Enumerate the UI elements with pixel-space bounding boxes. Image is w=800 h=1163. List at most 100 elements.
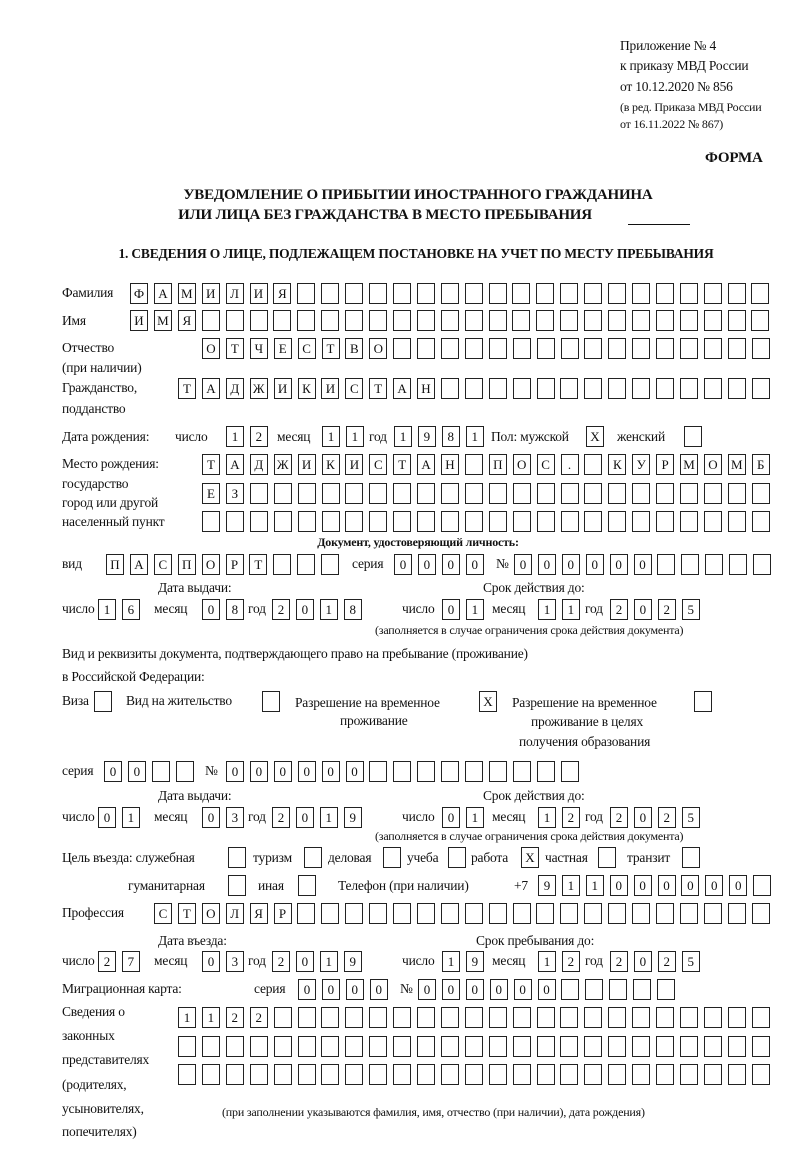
char-cell[interactable] (225, 309, 244, 331)
char-cell[interactable] (536, 1063, 555, 1085)
char-cell[interactable] (703, 337, 722, 359)
char-cell[interactable]: А (225, 453, 244, 475)
char-cell[interactable]: 0 (202, 806, 220, 828)
char-cell[interactable] (656, 482, 675, 504)
char-cell[interactable] (560, 482, 579, 504)
char-cell[interactable]: 1 (465, 425, 484, 447)
char-cell[interactable]: Н (441, 453, 459, 475)
char-cell[interactable] (249, 1063, 268, 1085)
char-cell[interactable] (705, 553, 724, 575)
char-cell[interactable]: А (393, 377, 412, 399)
char-cell[interactable] (393, 760, 412, 782)
char-cell[interactable] (536, 510, 555, 532)
char-cell[interactable] (464, 337, 483, 359)
char-cell[interactable]: О (201, 902, 220, 924)
char-cell[interactable]: 2 (657, 950, 676, 972)
char-cell[interactable] (273, 1035, 292, 1057)
checkbox[interactable] (598, 846, 616, 868)
char-cell[interactable] (201, 1035, 220, 1057)
char-cell[interactable] (417, 760, 436, 782)
char-cell[interactable] (512, 760, 531, 782)
char-cell[interactable] (202, 510, 220, 532)
char-cell[interactable] (608, 1006, 627, 1028)
char-cell[interactable]: 2 (225, 1006, 244, 1028)
char-cell[interactable]: П (488, 453, 507, 475)
char-cell[interactable] (488, 337, 507, 359)
char-cell[interactable] (345, 309, 364, 331)
char-cell[interactable]: П (177, 553, 196, 575)
char-cell[interactable] (608, 482, 627, 504)
char-cell[interactable]: 2 (98, 950, 116, 972)
char-cell[interactable] (417, 1035, 435, 1057)
char-cell[interactable] (608, 510, 627, 532)
char-cell[interactable]: 1 (585, 874, 604, 896)
char-cell[interactable] (464, 377, 483, 399)
char-cell[interactable]: 0 (705, 874, 724, 896)
char-cell[interactable] (536, 1006, 555, 1028)
char-cell[interactable] (464, 482, 483, 504)
char-cell[interactable] (560, 760, 579, 782)
char-cell[interactable] (488, 482, 507, 504)
char-cell[interactable] (345, 1063, 364, 1085)
char-cell[interactable] (560, 1006, 579, 1028)
char-cell[interactable]: Я (273, 282, 292, 304)
char-cell[interactable]: . (560, 453, 579, 475)
char-cell[interactable]: А (153, 282, 172, 304)
char-cell[interactable]: К (297, 377, 316, 399)
char-cell[interactable]: 2 (610, 806, 628, 828)
char-cell[interactable] (441, 482, 459, 504)
char-cell[interactable] (679, 1035, 698, 1057)
char-cell[interactable] (440, 377, 459, 399)
char-cell[interactable] (632, 902, 650, 924)
char-cell[interactable]: Т (369, 377, 388, 399)
char-cell[interactable]: Т (225, 337, 244, 359)
char-cell[interactable] (536, 282, 555, 304)
char-cell[interactable] (657, 553, 676, 575)
char-cell[interactable] (536, 337, 555, 359)
char-cell[interactable]: 0 (465, 978, 484, 1000)
char-cell[interactable]: 1 (319, 598, 338, 620)
char-cell[interactable]: Ж (273, 453, 292, 475)
char-cell[interactable] (321, 510, 340, 532)
char-cell[interactable]: З (225, 482, 244, 504)
char-cell[interactable]: Д (225, 377, 244, 399)
char-cell[interactable] (225, 1063, 244, 1085)
char-cell[interactable]: С (536, 453, 555, 475)
char-cell[interactable]: 0 (321, 760, 340, 782)
char-cell[interactable]: М (153, 309, 172, 331)
char-cell[interactable] (632, 377, 651, 399)
char-cell[interactable]: 1 (561, 874, 580, 896)
char-cell[interactable]: И (321, 377, 340, 399)
char-cell[interactable] (417, 1006, 435, 1028)
char-cell[interactable] (369, 902, 388, 924)
char-cell[interactable] (440, 1035, 459, 1057)
char-cell[interactable] (560, 1063, 579, 1085)
char-cell[interactable]: 1 (121, 806, 140, 828)
char-cell[interactable]: С (369, 453, 388, 475)
char-cell[interactable] (393, 1063, 412, 1085)
checkbox[interactable]: X (479, 690, 497, 712)
char-cell[interactable] (345, 510, 364, 532)
char-cell[interactable]: 0 (633, 806, 652, 828)
char-cell[interactable]: 0 (226, 760, 244, 782)
char-cell[interactable] (703, 510, 722, 532)
char-cell[interactable] (512, 377, 531, 399)
char-cell[interactable] (584, 510, 603, 532)
char-cell[interactable] (584, 337, 603, 359)
char-cell[interactable] (727, 1063, 746, 1085)
char-cell[interactable]: Д (249, 453, 268, 475)
char-cell[interactable]: 2 (249, 1006, 268, 1028)
char-cell[interactable] (488, 377, 507, 399)
char-cell[interactable] (561, 978, 580, 1000)
char-cell[interactable]: 0 (295, 806, 314, 828)
char-cell[interactable] (512, 282, 531, 304)
char-cell[interactable]: 0 (441, 978, 460, 1000)
char-cell[interactable]: Р (273, 902, 292, 924)
char-cell[interactable] (273, 482, 292, 504)
char-cell[interactable]: К (321, 453, 340, 475)
char-cell[interactable] (679, 1063, 698, 1085)
char-cell[interactable] (297, 282, 316, 304)
char-cell[interactable] (608, 309, 626, 331)
char-cell[interactable]: Т (202, 453, 220, 475)
char-cell[interactable]: Л (225, 282, 244, 304)
